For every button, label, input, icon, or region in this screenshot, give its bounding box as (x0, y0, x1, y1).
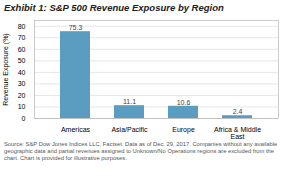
svg-text:70: 70 (18, 34, 26, 41)
svg-text:11.1: 11.1 (123, 98, 136, 105)
html-text:Exhibit 1: S&P 500 Revenue Exp: Exhibit 1: S&P 500 Revenue Exposure by R… (4, 2, 224, 13)
svg-text:Europe: Europe (172, 126, 195, 134)
svg-text:60: 60 (18, 46, 26, 53)
svg-text:80: 80 (18, 23, 26, 30)
html-text:Source: S&P Dow Jones Indices: Source: S&P Dow Jones Indices LLC, Facts… (4, 141, 278, 161)
svg-text:Asia/Pacific: Asia/Pacific (111, 126, 148, 133)
svg-text:40: 40 (18, 69, 26, 76)
svg-text:10: 10 (18, 103, 26, 110)
svg-text:75.3: 75.3 (69, 24, 83, 31)
svg-text:0: 0 (22, 115, 26, 122)
svg-text:10.6: 10.6 (177, 99, 191, 106)
svg-text:2.4: 2.4 (233, 108, 243, 115)
svg-text:50: 50 (18, 57, 26, 64)
svg-text:30: 30 (18, 80, 26, 87)
svg-text:Americas: Americas (61, 126, 91, 133)
svg-text:Africa & MiddleEast: Africa & MiddleEast (214, 126, 261, 140)
svg-text:Revenue Exposure (%): Revenue Exposure (%) (2, 33, 10, 105)
svg-text:20: 20 (18, 92, 26, 99)
